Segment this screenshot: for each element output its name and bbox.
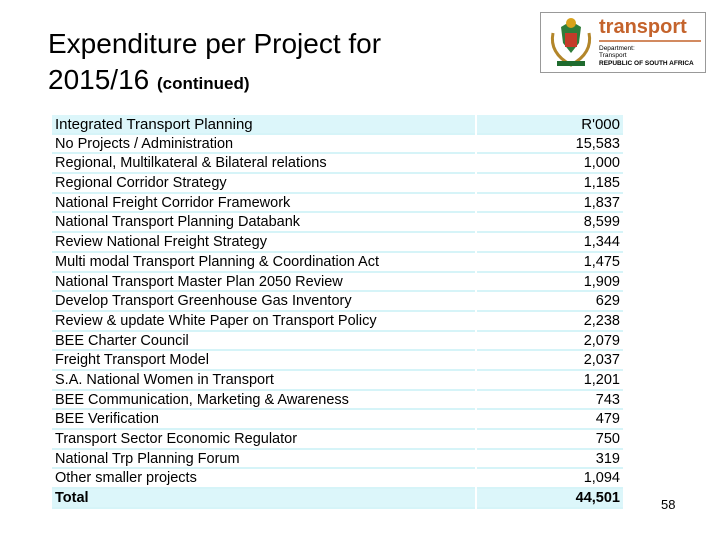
amount-cell: 319	[477, 450, 623, 470]
table-row: National Freight Corridor Framework 1,837	[52, 194, 623, 214]
table-row: No Projects / Administration 15,583	[52, 135, 623, 155]
table-row: BEE Communication, Marketing & Awareness…	[52, 391, 623, 411]
amount-cell: R'000	[477, 115, 623, 135]
logo-word: transport	[599, 16, 687, 38]
table-row: Freight Transport Model 2,037	[52, 351, 623, 371]
amount-cell: 44,501	[477, 489, 623, 509]
amount-cell: 1,185	[477, 174, 623, 194]
project-cell: BEE Charter Council	[52, 332, 475, 352]
table-row: Other smaller projects 1,094	[52, 469, 623, 490]
amount-cell: 2,079	[477, 332, 623, 352]
logo: transport Department: Transport REPUBLIC…	[540, 12, 706, 73]
table-row: BEE Verification 479	[52, 410, 623, 430]
table-row: BEE Charter Council 2,079	[52, 332, 623, 352]
table-row: Transport Sector Economic Regulator 750	[52, 430, 623, 450]
logo-line: REPUBLIC OF SOUTH AFRICA	[599, 60, 694, 67]
logo-line: Department:	[599, 45, 635, 52]
table: Integrated Transport Planning R'000 No Pro…	[52, 115, 623, 509]
amount-cell: 2,037	[477, 351, 623, 371]
amount-cell: 1,000	[477, 154, 623, 175]
amount-cell: 479	[477, 410, 623, 430]
table-row: National Transport Master Plan 2050 Revi…	[52, 273, 623, 293]
amount-cell: 1,909	[477, 273, 623, 293]
project-cell: S.A. National Women in Transport	[52, 371, 475, 391]
project-cell: Multi modal Transport Planning & Coordin…	[52, 253, 475, 273]
table-row: Develop Transport Greenhouse Gas Invento…	[52, 292, 623, 312]
project-cell: Transport Sector Economic Regulator	[52, 430, 475, 450]
project-cell: Other smaller projects	[52, 469, 475, 490]
project-cell: Develop Transport Greenhouse Gas Invento…	[52, 292, 475, 312]
table-row: Integrated Transport Planning R'000	[52, 115, 623, 135]
table-row: National Trp Planning Forum 319	[52, 450, 623, 470]
project-cell: Regional, Multilkateral & Bilateral rela…	[52, 154, 475, 175]
amount-cell: 1,201	[477, 371, 623, 391]
project-cell: Review & update White Paper on Transport…	[52, 312, 475, 332]
project-cell: National Freight Corridor Framework	[52, 194, 475, 214]
project-cell: National Transport Master Plan 2050 Revi…	[52, 273, 475, 293]
table-row: Total 44,501	[52, 489, 623, 509]
coat-of-arms	[550, 18, 592, 67]
table-row: S.A. National Women in Transport 1,201	[52, 371, 623, 391]
project-cell: National Trp Planning Forum	[52, 450, 475, 470]
project-cell: BEE Communication, Marketing & Awareness	[52, 391, 475, 411]
amount-cell: 743	[477, 391, 623, 411]
project-cell: Integrated Transport Planning	[52, 115, 475, 135]
title-main: Expenditure per Project for 2015/16	[48, 28, 382, 95]
page-number: 58	[661, 497, 676, 512]
table-row: National Transport Planning Databank 8,59…	[52, 213, 623, 234]
amount-cell: 1,344	[477, 233, 623, 253]
project-cell: National Transport Planning Databank	[52, 213, 475, 234]
project-cell: No Projects / Administration	[52, 135, 475, 155]
amount-cell: 629	[477, 292, 623, 312]
table-row: Review & update White Paper on Transport…	[52, 312, 623, 332]
table-row: Regional, Multilkateral & Bilateral rela…	[52, 154, 623, 175]
title-suffix: (continued)	[157, 74, 250, 93]
amount-cell: 1,837	[477, 194, 623, 214]
project-cell: Total	[52, 489, 475, 509]
project-cell: Freight Transport Model	[52, 351, 475, 371]
table-row: Multi modal Transport Planning & Coordin…	[52, 253, 623, 273]
project-cell: Regional Corridor Strategy	[52, 174, 475, 194]
amount-cell: 8,599	[477, 213, 623, 234]
amount-cell: 15,583	[477, 135, 623, 155]
amount-cell: 1,094	[477, 469, 623, 490]
table-row: Review National Freight Strategy 1,344	[52, 233, 623, 253]
amount-cell: 750	[477, 430, 623, 450]
amount-cell: 2,238	[477, 312, 623, 332]
logo-line: Transport	[599, 52, 627, 59]
title: Expenditure per Project for 2015/16 (con…	[48, 26, 488, 102]
project-cell: BEE Verification	[52, 410, 475, 430]
table-row: Regional Corridor Strategy 1,185	[52, 174, 623, 194]
amount-cell: 1,475	[477, 253, 623, 273]
project-cell: Review National Freight Strategy	[52, 233, 475, 253]
